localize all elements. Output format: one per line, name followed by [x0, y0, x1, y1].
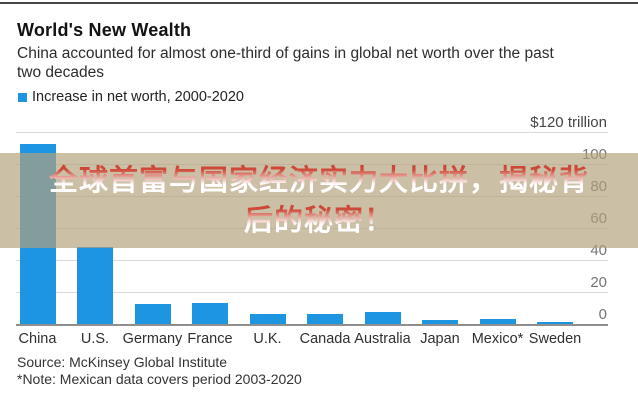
- headline-line-1: 全球首富与国家经济实力大比拼，揭秘背: [49, 161, 589, 201]
- bar-sweden: [537, 321, 573, 325]
- x-axis-line: [16, 324, 608, 326]
- headline-overlay-band: 全球首富与国家经济实力大比拼，揭秘背 后的秘密！: [0, 153, 638, 248]
- x-axis-label: Germany: [122, 331, 183, 347]
- legend-label: Increase in net worth, 2000-2020: [32, 89, 244, 105]
- bar-uk: [249, 313, 286, 325]
- x-axis-label: U.S.: [80, 331, 110, 347]
- source-block: Source: McKinsey Global Institute *Note:…: [17, 354, 302, 387]
- bar-mexico: [479, 318, 516, 325]
- chart-subtitle: China accounted for almost one-third of …: [17, 44, 617, 82]
- x-axis-label: Japan: [420, 331, 460, 347]
- x-axis-label: Mexico*: [471, 331, 524, 347]
- top-divider: [0, 2, 638, 4]
- x-axis-label: Canada: [299, 331, 351, 347]
- x-axis-label: Australia: [354, 331, 411, 347]
- chart-title: World's New Wealth: [17, 20, 192, 40]
- bar-canada: [307, 313, 343, 325]
- chart-subtitle-line-2: two decades: [17, 64, 105, 81]
- y-tick-label: 20: [590, 274, 607, 291]
- legend-swatch-icon: [18, 93, 27, 102]
- x-axis-label: Sweden: [528, 331, 582, 347]
- x-axis-label: U.K.: [253, 331, 282, 347]
- chart-subtitle-line-1: China accounted for almost one-third of …: [17, 45, 554, 62]
- bar-australia: [364, 312, 401, 325]
- y-tick-label: 0: [598, 306, 607, 323]
- y-tick-label: $120 trillion: [530, 114, 607, 131]
- headline-line-2: 后的秘密！: [244, 201, 394, 241]
- bar-japan: [422, 320, 458, 325]
- note-text: *Note: Mexican data covers period 2003-2…: [17, 370, 302, 387]
- bar-germany: [134, 304, 171, 325]
- source-text: Source: McKinsey Global Institute: [17, 354, 228, 370]
- bar-us: [77, 246, 113, 325]
- gridline: [16, 132, 608, 133]
- gridline: [16, 292, 608, 293]
- gridline: [16, 260, 608, 261]
- x-axis-label: China: [18, 331, 57, 347]
- x-axis-label: France: [187, 331, 233, 347]
- bar-france: [192, 302, 228, 325]
